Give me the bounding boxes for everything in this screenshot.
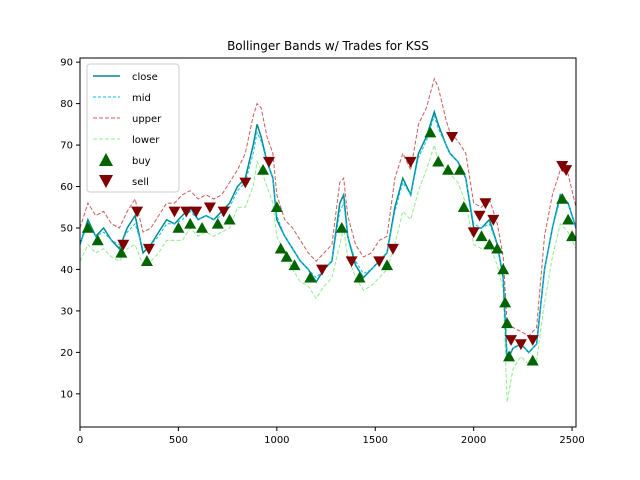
buy-marker bbox=[453, 163, 466, 175]
trade-markers bbox=[81, 126, 576, 366]
legend-lower-label: lower bbox=[132, 135, 160, 146]
buy-marker bbox=[556, 192, 569, 204]
sell-marker bbox=[142, 243, 155, 255]
legend-close-label: close bbox=[132, 72, 158, 83]
buy-marker bbox=[497, 263, 510, 275]
y-tick-label: 20 bbox=[60, 348, 73, 359]
buy-marker bbox=[442, 163, 455, 175]
sell-marker bbox=[373, 256, 386, 268]
y-tick-label: 40 bbox=[60, 265, 73, 276]
legend-upper-label: upper bbox=[132, 114, 162, 125]
series-lower bbox=[80, 143, 576, 403]
legend-buy-label: buy bbox=[132, 156, 151, 167]
buy-marker bbox=[184, 217, 197, 229]
buy-marker bbox=[211, 217, 224, 229]
buy-marker bbox=[432, 155, 445, 167]
x-tick-label: 1000 bbox=[264, 435, 289, 446]
x-tick-label: 0 bbox=[77, 435, 83, 446]
x-tick-label: 2000 bbox=[461, 435, 486, 446]
legend-box bbox=[86, 63, 180, 193]
series-layer bbox=[80, 77, 576, 403]
series-mid bbox=[80, 114, 576, 358]
sell-marker bbox=[479, 198, 492, 210]
sell-marker bbox=[239, 177, 252, 189]
sell-marker bbox=[168, 206, 181, 218]
buy-marker bbox=[280, 251, 293, 262]
sell-marker bbox=[316, 264, 329, 276]
buy-marker bbox=[424, 126, 437, 138]
buy-marker bbox=[140, 255, 153, 266]
y-tick-label: 60 bbox=[60, 182, 73, 193]
sell-marker bbox=[345, 256, 358, 268]
axes: 0 500 1000 1500 2000 2500 10 20 30 40 50 60 70 80 90 bbox=[60, 58, 585, 446]
buy-marker bbox=[81, 221, 94, 233]
legend-buy-swatch bbox=[99, 153, 113, 166]
sell-marker bbox=[514, 339, 527, 351]
sell-marker bbox=[217, 206, 230, 218]
plot-frame bbox=[79, 57, 577, 428]
series-upper bbox=[80, 77, 576, 337]
y-tick-label: 90 bbox=[60, 58, 73, 69]
sell-marker bbox=[560, 165, 573, 176]
sell-marker bbox=[505, 335, 518, 346]
buy-marker bbox=[503, 350, 516, 362]
x-tick-label: 500 bbox=[169, 435, 188, 446]
buy-marker bbox=[196, 221, 209, 233]
sell-marker bbox=[467, 227, 480, 239]
buy-marker bbox=[526, 354, 539, 366]
buy-marker bbox=[353, 271, 366, 283]
buy-marker bbox=[475, 230, 488, 242]
buy-marker bbox=[270, 201, 283, 213]
legend-sell-label: sell bbox=[132, 177, 149, 188]
buy-marker bbox=[274, 242, 287, 254]
y-tick-label: 80 bbox=[60, 99, 73, 110]
x-tick-label: 1500 bbox=[363, 435, 388, 446]
sell-marker bbox=[203, 202, 216, 214]
buy-marker bbox=[457, 201, 470, 213]
buy-marker bbox=[335, 221, 348, 233]
buy-marker bbox=[257, 163, 270, 175]
buy-marker bbox=[91, 234, 104, 246]
legend-sell-swatch bbox=[99, 175, 113, 188]
sell-marker bbox=[117, 239, 130, 251]
x-tick-label: 2500 bbox=[559, 435, 584, 446]
legend: close mid upper lower buy sell bbox=[86, 63, 180, 193]
buy-marker bbox=[288, 259, 301, 271]
sell-marker bbox=[180, 206, 193, 218]
sell-marker bbox=[404, 156, 417, 168]
y-tick-label: 50 bbox=[60, 223, 73, 234]
buy-marker bbox=[381, 259, 394, 271]
y-tick-label: 30 bbox=[60, 306, 73, 317]
buy-marker bbox=[172, 221, 185, 233]
sell-marker bbox=[526, 335, 539, 346]
y-tick-label: 70 bbox=[60, 141, 73, 152]
buy-marker bbox=[501, 317, 514, 329]
chart-title: Bollinger Bands w/ Trades for KSS bbox=[227, 39, 429, 53]
sell-marker bbox=[446, 131, 458, 143]
buy-marker bbox=[491, 242, 504, 254]
buy-marker bbox=[115, 246, 128, 258]
buy-marker bbox=[566, 230, 576, 242]
buy-marker bbox=[499, 296, 512, 308]
buy-marker bbox=[223, 213, 236, 225]
legend-mid-label: mid bbox=[132, 93, 151, 104]
sell-marker bbox=[262, 156, 275, 168]
buy-marker bbox=[483, 238, 496, 250]
y-tick-label: 10 bbox=[60, 389, 73, 400]
sell-marker bbox=[131, 206, 144, 218]
sell-marker bbox=[473, 210, 486, 222]
buy-marker bbox=[304, 271, 317, 283]
sell-marker bbox=[190, 206, 203, 218]
sell-marker bbox=[487, 214, 500, 226]
sell-marker bbox=[386, 243, 399, 255]
buy-marker bbox=[562, 213, 575, 225]
